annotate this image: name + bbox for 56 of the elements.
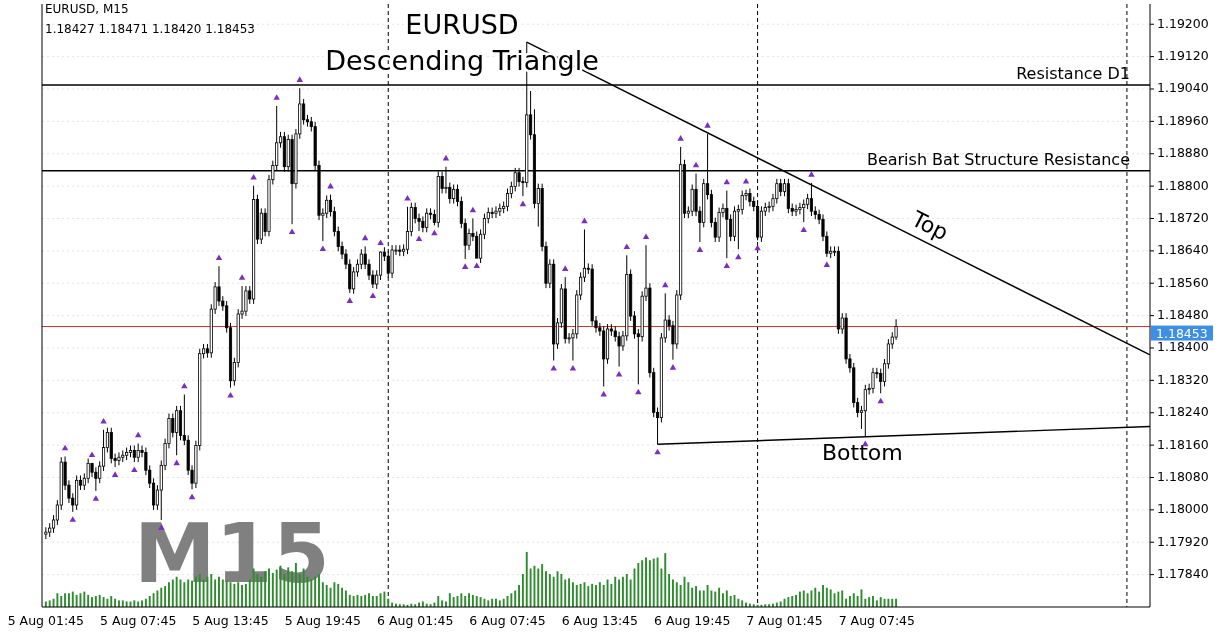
x-tick-label: 6 Aug 13:45 [561,613,639,628]
y-tick-label: 1.19120 [1157,48,1209,64]
chart-title: EURUSD [405,9,519,40]
annotation: M15 [134,506,330,601]
candlestick [452,184,456,205]
candlestick [217,265,221,307]
y-tick-label: 1.18560 [1157,274,1209,290]
y-tick-label: 1.18160 [1157,436,1209,452]
x-tick-label: 5 Aug 07:45 [100,613,177,628]
candlestick [136,443,140,463]
ref-line-label: 1.18453 [1156,325,1208,341]
y-tick-label: 1.18320 [1157,371,1209,387]
y-tick-label: 1.18000 [1157,501,1209,517]
candlestick [802,198,806,223]
candlestick [325,194,329,219]
candlestick [425,207,429,233]
candlestick [421,215,425,233]
x-tick-label: 5 Aug 19:45 [284,613,362,628]
candlestick [794,204,798,217]
y-tick-label: 1.18800 [1157,177,1209,193]
annotation: 1.18427 1.18471 1.18420 1.18453 [45,22,255,36]
y-tick-label: 1.18880 [1157,145,1209,161]
x-tick-label: 6 Aug 19:45 [654,613,731,628]
candlestick [494,205,498,219]
x-tick-label: 6 Aug 07:45 [469,613,546,628]
y-tick-label: 1.18640 [1157,242,1209,258]
y-tick-label: 1.17920 [1157,533,1209,549]
candlestick [490,207,494,219]
candlestick [352,266,356,295]
ref-line-label: Resistance D1 [1016,63,1130,83]
candlestick [359,248,363,270]
x-tick-label: 7 Aug 01:45 [746,613,823,628]
x-tick-label: 7 Aug 07:45 [838,613,916,628]
annotation: Top [906,205,953,246]
annotation: Bottom [822,440,903,465]
y-tick-label: 1.18480 [1157,307,1209,323]
y-tick-label: 1.19040 [1157,80,1209,96]
candlestick [379,250,383,281]
y-tick-label: 1.18240 [1157,404,1209,420]
candlestick [690,184,694,217]
x-tick-label: 5 Aug 13:45 [192,613,269,628]
ref-line-label: Bearish Bat Structure Resistance [866,149,1130,169]
y-tick-label: 1.18400 [1157,339,1209,355]
x-tick-label: 6 Aug 01:45 [377,613,454,628]
y-tick-label: 1.18720 [1157,209,1209,225]
candlestick [117,451,121,466]
candlestick [871,367,875,394]
y-tick-label: 1.18960 [1157,112,1209,128]
y-tick-label: 1.18080 [1157,469,1209,484]
x-tick-label: 5 Aug 01:45 [7,613,85,628]
y-tick-label: 1.19200 [1157,15,1209,31]
candlestick [725,190,729,259]
candlestick [244,285,248,317]
y-tick-label: 1.17840 [1157,566,1209,582]
candlestick [94,466,98,492]
annotation: EURUSD, M15 [45,2,129,16]
